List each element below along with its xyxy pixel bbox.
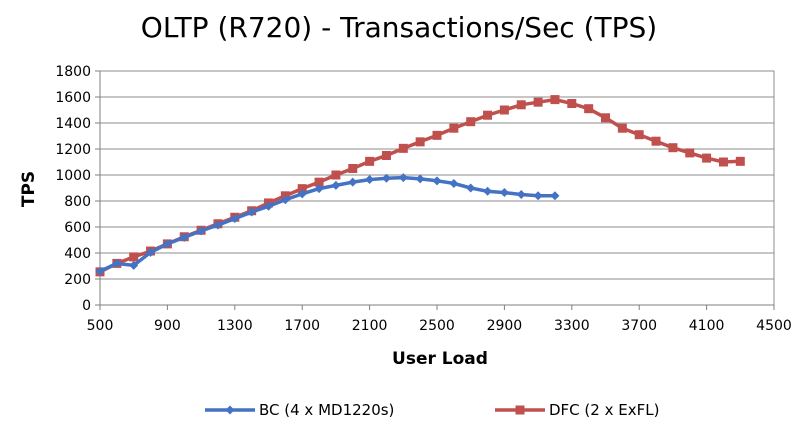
x-tick-label: 3300 [554,318,590,334]
data-point [297,189,307,199]
data-point [264,201,273,211]
data-point [415,174,425,184]
data-point [196,226,206,236]
data-point [499,188,509,198]
y-tick-label: 1600 [55,90,91,106]
data-point [432,176,442,186]
data-point [331,180,341,190]
x-tick-label: 900 [154,318,181,334]
data-point [533,97,543,107]
data-point [297,184,307,194]
legend-marker [515,405,525,415]
data-point [685,148,695,158]
data-point [280,195,290,205]
data-point [365,156,375,166]
series-group [95,95,745,277]
data-point [483,186,493,196]
data-point [550,191,560,201]
data-point [550,95,560,105]
data-point [314,177,324,187]
y-tick-label: 1400 [55,116,91,132]
y-tick-labels: 0 200 400 600 800 1000 1200 1400 1600 1800 [55,64,91,314]
data-point [381,173,391,183]
chart-title: OLTP (R720) - Transactions/Sec (TPS) [141,11,657,44]
y-tick-label: 1200 [55,142,91,158]
data-point [634,130,644,140]
data-point [348,164,358,173]
legend-item: DFC (2 x ExFL) [495,401,659,419]
legend-marker [225,405,235,415]
data-point [601,113,610,123]
data-point [533,191,543,201]
series-line [98,175,557,273]
x-tick-label: 2500 [419,318,455,334]
y-tick-label: 200 [64,272,91,288]
y-tick-label: 800 [64,194,91,210]
data-point [331,170,341,180]
y-tick-label: 0 [82,298,91,314]
x-tick-label: 2100 [352,318,388,334]
data-point [584,104,594,114]
data-point [466,183,476,193]
data-point [499,105,509,115]
data-point [213,220,223,230]
data-point [146,247,156,257]
data-point [668,143,678,153]
data-point [702,153,712,163]
legend-item: BC (4 x MD1220s) [205,401,394,419]
data-point [449,178,459,188]
data-point [365,175,375,185]
x-tick-label: 2900 [487,318,523,334]
data-point [348,177,358,187]
series-line [98,97,743,274]
data-point [129,252,139,262]
data-point [381,151,391,160]
x-tick-labels: 500 900 1300 1700 2100 2500 2900 3300 3700 4100 45… [87,318,792,334]
data-point [516,100,526,110]
data-point [432,130,442,140]
y-tick-label: 1800 [55,64,91,80]
data-point [179,232,189,242]
series-dfc [95,95,745,277]
y-tick-label: 400 [64,246,91,262]
data-point [129,260,139,270]
data-point [466,117,476,127]
data-point [516,190,526,199]
data-point [651,136,661,146]
data-point [247,207,257,217]
data-point [567,99,577,108]
x-tick-label: 1300 [217,318,253,334]
data-point [95,266,105,276]
x-tick-label: 500 [87,318,114,334]
x-tick-label: 4500 [756,318,792,334]
x-axis-label: User Load [392,349,488,369]
legend-label: DFC (2 x ExFL) [549,401,659,419]
x-tick-label: 4100 [689,318,725,334]
axes [95,70,775,310]
data-point [617,123,627,133]
y-axis-label: TPS [19,171,39,207]
legend-label: BC (4 x MD1220s) [259,401,394,419]
data-point [415,137,425,147]
data-point [483,110,493,120]
legend: BC (4 x MD1220s) DFC (2 x ExFL) [205,401,659,419]
y-tick-label: 600 [64,220,91,236]
x-tick-label: 3700 [621,318,657,334]
data-point [314,184,324,194]
x-tick-label: 1700 [284,318,320,334]
data-point [735,156,745,166]
series-bc [95,173,560,276]
grid [100,70,774,280]
y-tick-label: 1000 [55,168,91,184]
data-point [718,157,728,167]
data-point [230,214,240,224]
data-point [398,143,408,153]
data-point [162,239,172,249]
plot-area [99,70,775,306]
data-point [398,173,408,183]
data-point [112,258,122,268]
data-point [449,123,459,133]
